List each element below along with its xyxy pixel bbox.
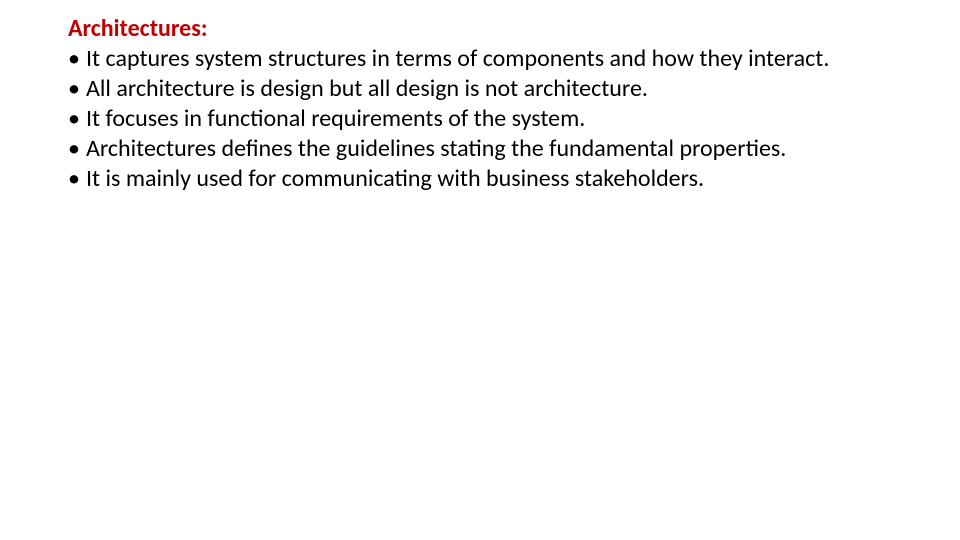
list-item: It focuses in functional requirements of… — [68, 104, 900, 134]
bullet-text: It focuses in functional requirements of… — [86, 104, 585, 133]
list-item: Architectures defines the guidelines sta… — [68, 134, 900, 164]
bullet-text: It is mainly used for communicating with… — [86, 164, 704, 193]
bullet-text: All architecture is design but all desig… — [86, 74, 648, 103]
list-item: It is mainly used for communicating with… — [68, 164, 900, 194]
bullet-text: It captures system structures in terms o… — [86, 44, 829, 73]
bullet-list: It captures system structures in terms o… — [68, 44, 900, 194]
bullet-text: Architectures defines the guidelines sta… — [86, 134, 786, 163]
list-item: It captures system structures in terms o… — [68, 44, 900, 74]
slide: Architectures: It captures system struct… — [0, 0, 960, 540]
list-item: All architecture is design but all desig… — [68, 74, 900, 104]
heading: Architectures: — [68, 14, 900, 44]
